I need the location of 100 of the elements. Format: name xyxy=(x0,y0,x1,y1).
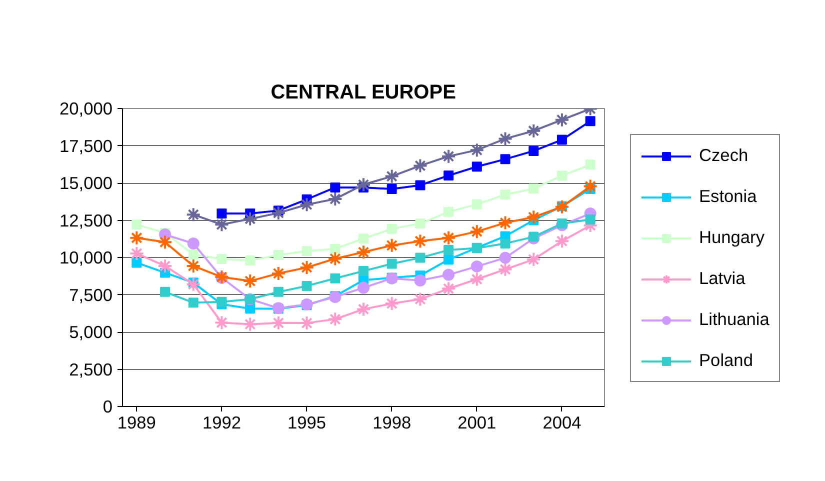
y-tick-label: 5,000 xyxy=(69,322,113,342)
point xyxy=(129,246,144,261)
point xyxy=(188,250,198,260)
point xyxy=(554,199,570,214)
point xyxy=(582,178,598,194)
point xyxy=(299,260,314,275)
point xyxy=(328,312,343,327)
y-tick-label: 0 xyxy=(102,396,113,416)
point xyxy=(358,282,370,294)
point xyxy=(273,250,284,260)
x-tick-label: 1989 xyxy=(117,412,156,432)
point xyxy=(556,134,567,145)
point xyxy=(414,274,426,286)
x-tick-label: 2004 xyxy=(542,412,582,432)
point xyxy=(556,170,567,181)
point xyxy=(469,272,484,287)
point xyxy=(441,281,456,296)
x-tick-label: 1992 xyxy=(202,412,242,432)
point xyxy=(160,286,170,297)
point xyxy=(330,273,340,284)
y-tick-label: 7,500 xyxy=(69,284,113,305)
point xyxy=(472,199,482,210)
point xyxy=(186,276,201,292)
point xyxy=(412,234,428,249)
point xyxy=(499,252,512,264)
point xyxy=(554,112,570,128)
point xyxy=(273,286,284,297)
point xyxy=(356,302,371,317)
point xyxy=(470,260,483,272)
point xyxy=(444,170,454,181)
point xyxy=(186,258,201,274)
point xyxy=(356,244,371,260)
point xyxy=(358,266,368,276)
point xyxy=(270,205,286,220)
legend-label: Hungary xyxy=(699,227,764,248)
point xyxy=(188,298,198,308)
point xyxy=(158,258,173,274)
point xyxy=(585,160,596,170)
point xyxy=(498,215,513,230)
point xyxy=(270,266,286,281)
point xyxy=(386,184,397,194)
point xyxy=(129,230,144,246)
x-tick-label: 2001 xyxy=(458,412,496,432)
point xyxy=(444,254,454,265)
legend-label: Czech xyxy=(699,145,748,166)
point xyxy=(158,234,173,250)
legend-label: Estonia xyxy=(699,186,757,207)
y-tick-label: 17,500 xyxy=(60,136,112,156)
point xyxy=(216,208,227,219)
point xyxy=(214,217,230,232)
point xyxy=(444,206,454,217)
point xyxy=(242,211,258,226)
point xyxy=(500,238,510,248)
point xyxy=(585,116,596,126)
point xyxy=(412,292,428,307)
y-tick-label: 12,500 xyxy=(60,210,112,230)
point xyxy=(132,258,142,268)
point xyxy=(441,148,456,164)
point xyxy=(442,268,455,281)
point xyxy=(585,214,596,225)
point xyxy=(526,252,542,267)
point xyxy=(528,146,539,156)
point xyxy=(384,296,400,312)
legend-label: Poland xyxy=(699,350,753,371)
chart-title: CENTRAL EUROPE xyxy=(270,82,456,104)
point xyxy=(528,184,539,194)
point xyxy=(328,191,343,206)
legend-label: Latvia xyxy=(699,268,746,289)
point xyxy=(498,131,513,146)
x-tick-label: 1998 xyxy=(372,412,412,432)
point xyxy=(356,177,371,192)
y-tick-label: 2,500 xyxy=(69,359,113,380)
point xyxy=(386,258,397,269)
point xyxy=(330,244,340,254)
point xyxy=(132,220,142,230)
point xyxy=(472,162,482,172)
y-tick-label: 10,000 xyxy=(60,248,112,268)
point xyxy=(415,252,426,263)
point xyxy=(216,296,227,307)
point xyxy=(554,234,570,249)
point xyxy=(444,245,454,256)
point xyxy=(526,123,542,138)
point xyxy=(242,274,258,289)
point xyxy=(415,180,426,190)
point xyxy=(386,224,397,234)
point xyxy=(498,262,513,277)
point xyxy=(186,207,201,222)
x-tick-label: 1995 xyxy=(288,412,326,432)
point xyxy=(328,251,343,266)
point xyxy=(528,232,539,242)
point xyxy=(358,234,368,244)
point xyxy=(214,315,230,330)
point xyxy=(415,218,426,229)
point xyxy=(216,254,227,264)
point xyxy=(412,158,428,174)
point xyxy=(242,316,258,332)
point xyxy=(245,304,256,314)
point xyxy=(469,142,484,158)
y-tick-label: 20,000 xyxy=(60,98,112,118)
point xyxy=(245,255,256,266)
